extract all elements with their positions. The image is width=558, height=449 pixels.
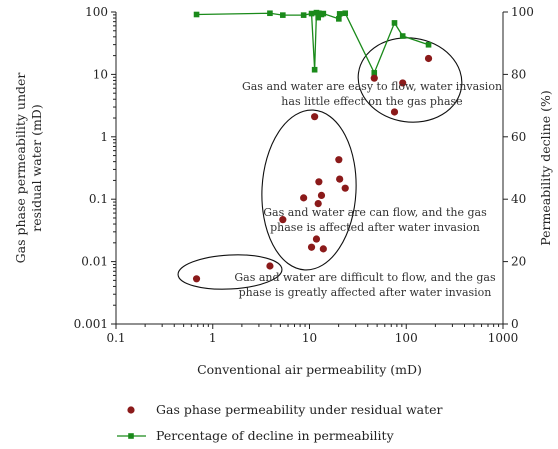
annotation-line: phase is affected after water invasion [270,221,480,234]
decline-series [193,9,432,76]
annotation-line: Gas and water are can flow, and the gas [263,206,487,219]
cluster-ellipse-difficult-flow [177,254,283,290]
y-left-tick-label: 1 [100,130,108,144]
decline-point [391,20,398,26]
gas-permeability-point [390,108,399,116]
cluster-ellipse-easy-flow [357,37,463,123]
y-right-tick-label: 60 [511,130,526,144]
y-right-tick-label: 80 [511,67,526,81]
y-right-tick-label: 40 [511,192,526,206]
annotation-line: Gas and water are easy to flow, water in… [242,80,502,93]
y-left-tick-label: 100 [85,5,108,19]
y-left-tick-label: 0.01 [81,255,108,269]
x-tick-label: 1000 [488,331,519,345]
decline-point [425,41,432,48]
annotation-text: Gas and water are can flow, and the gas p… [263,206,487,234]
decline-point [336,11,343,17]
y-right-tick-label: 20 [511,255,526,269]
y-axis-left-title-line: residual water (mD) [29,104,44,231]
gas-permeability-point [279,216,287,224]
x-tick-label: 10 [302,331,317,345]
decline-point [311,66,318,73]
gas-permeability-point [370,74,378,82]
gas-permeability-point [315,178,323,186]
decline-point [280,12,286,18]
decline-point [300,12,307,18]
gas-permeability-point [317,191,326,200]
gas-permeability-point [314,200,322,208]
y-right-tick-label: 0 [511,317,519,331]
legend-marker-gas-permeability [127,406,135,414]
y-left-tick-label: 10 [93,67,108,81]
legend-label-gas-permeability: Gas phase permeability under residual wa… [156,402,443,417]
y-right-tick-label: 100 [511,5,534,19]
gas-permeability-point [266,262,274,270]
decline-point [342,10,349,17]
decline-point [315,14,321,21]
x-tick-label: 0.1 [106,331,125,345]
annotations: Gas and water are easy to flow, water in… [234,80,502,299]
gas-permeability-point [307,243,316,251]
legend: Gas phase permeability under residual wa… [117,402,443,443]
gas-permeability-series [192,54,433,283]
annotation-line: Gas and water are difficult to flow, and… [234,271,496,284]
annotation-text: Gas and water are easy to flow, water in… [242,80,502,108]
decline-point [267,10,273,17]
gas-permeability-point [311,113,319,121]
gas-permeability-point [192,275,201,283]
gas-permeability-point [300,194,308,202]
legend-label-decline: Percentage of decline in permeability [156,428,395,443]
gas-permeability-point [319,245,327,253]
y-axis-left-title-line: Gas phase permeability under [13,73,28,264]
annotation-line: phase is greatly affected after water in… [239,286,492,299]
axes: 0.1 1 10 100 10000.0010.010.1110100020406080… [13,5,553,377]
x-tick-label: 100 [395,331,418,345]
cluster-ellipse-can-flow [261,109,357,271]
x-tick-label: 1 [209,331,217,345]
gas-permeability-point [312,235,321,243]
y-axis-right-title: Permeability decline (%) [538,90,553,245]
decline-point [336,16,342,22]
gas-permeability-point [399,79,407,87]
gas-permeability-point [341,184,349,192]
decline-point [320,10,327,17]
legend-marker-decline [128,433,134,439]
annotation-line: has little effect on the gas phase [281,95,462,108]
y-axis-left-title: Gas phase permeability underresidual wat… [13,73,44,264]
gas-permeability-point [424,54,433,63]
decline-point [308,10,315,17]
x-axis-title: Conventional air permeability (mD) [197,362,422,377]
decline-point [399,33,406,39]
gas-permeability-point [335,156,343,164]
annotation-text: Gas and water are difficult to flow, and… [234,271,496,299]
decline-point [371,70,378,76]
gas-permeability-point [336,175,344,183]
decline-point [193,11,200,18]
y-left-tick-label: 0.001 [74,317,108,331]
y-left-tick-label: 0.1 [89,192,108,206]
cluster-ellipses [177,37,463,290]
